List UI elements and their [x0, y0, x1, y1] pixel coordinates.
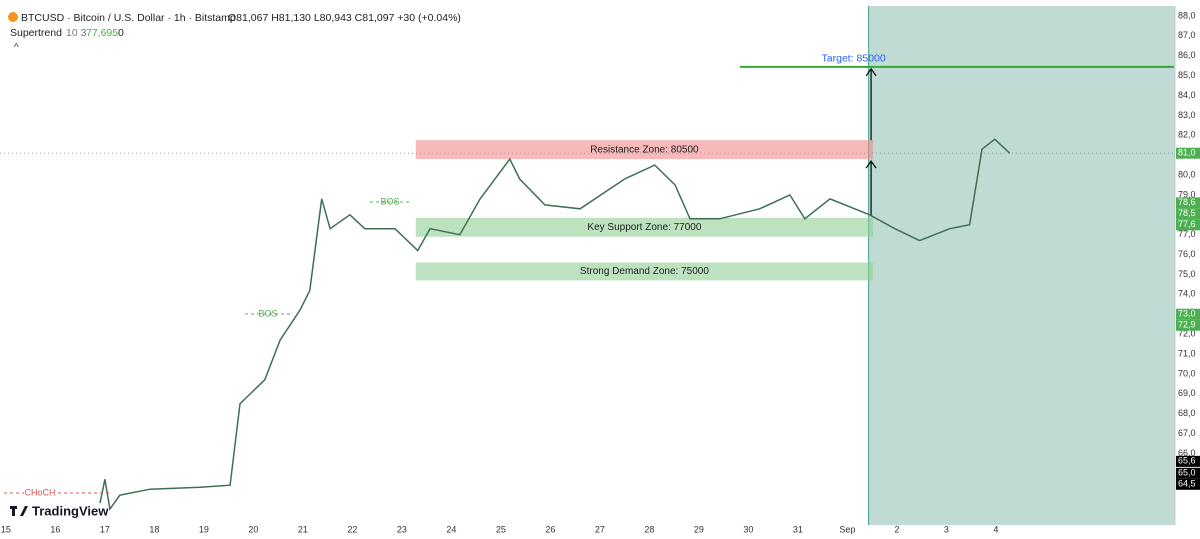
y-tick-label: 70,0 — [1178, 368, 1196, 378]
price-badge-label: 78,5 — [1178, 208, 1196, 218]
zone — [415, 262, 874, 281]
price-badge — [1176, 197, 1200, 209]
x-tick-label: 25 — [496, 524, 506, 534]
collapse-caret[interactable]: ^ — [14, 43, 19, 54]
zone — [415, 217, 874, 237]
indicator-extra: 0 — [118, 27, 124, 39]
price-badge — [1176, 319, 1200, 331]
x-tick-label: 24 — [446, 524, 456, 534]
y-tick-label: 74,0 — [1178, 289, 1196, 299]
projection-area — [868, 6, 1175, 525]
bos-label: BOS — [380, 196, 399, 206]
zone — [415, 140, 874, 160]
ohlc: O81,067 H81,130 L80,943 C81,097 +30 (+0.… — [228, 12, 461, 24]
x-tick-label: 29 — [694, 524, 704, 534]
price-badge — [1176, 478, 1200, 490]
arrow-head — [865, 160, 877, 169]
price-badge-label: 81,0 — [1178, 148, 1196, 158]
y-tick-label: 84,0 — [1178, 90, 1196, 100]
choch-label: CHoCH — [24, 487, 55, 497]
x-tick-label: 21 — [298, 524, 308, 534]
arrow-head — [865, 67, 877, 77]
price-badge-label: 72,9 — [1178, 320, 1196, 330]
x-tick-label: 27 — [595, 524, 605, 534]
indicator-name: Supertrend — [10, 27, 62, 39]
price-badge — [1176, 208, 1200, 220]
y-tick-label: 83,0 — [1178, 110, 1196, 120]
btc-icon — [8, 12, 18, 22]
x-tick-label: 20 — [248, 524, 258, 534]
y-tick-label: 72,0 — [1178, 328, 1196, 338]
x-tick-label: 22 — [347, 524, 357, 534]
x-tick-label: 2 — [894, 524, 899, 534]
price-badge-label: 65,0 — [1178, 468, 1196, 478]
price-badge-label: 65,6 — [1178, 456, 1196, 466]
price-badge — [1176, 147, 1200, 159]
y-tick-label: 82,0 — [1178, 130, 1196, 140]
choch-bg — [24, 487, 56, 499]
y-tick-label: 66,0 — [1178, 448, 1196, 458]
y-tick-label: 85,0 — [1178, 70, 1196, 80]
x-tick-label: Sep — [839, 524, 855, 534]
x-tick-label: 18 — [149, 524, 159, 534]
y-tick-label: 71,0 — [1178, 348, 1196, 358]
price-badge-label: 77,6 — [1178, 219, 1196, 229]
y-tick-label: 80,0 — [1178, 169, 1196, 179]
x-tick-label: 4 — [993, 524, 998, 534]
y-tick-label: 88,0 — [1178, 10, 1196, 20]
zone-label: Resistance Zone: 80500 — [590, 144, 699, 155]
price-badge — [1176, 308, 1200, 320]
y-tick-label: 69,0 — [1178, 388, 1196, 398]
y-tick-label: 68,0 — [1178, 408, 1196, 418]
x-tick-label: 17 — [100, 524, 110, 534]
indicator-params: 10 3 — [66, 27, 87, 39]
price-badge-label: 64,5 — [1178, 479, 1196, 489]
target-label: Target: 85000 — [822, 53, 886, 65]
price-line — [99, 138, 1011, 512]
bos-label: BOS — [258, 308, 277, 318]
y-tick-label: 75,0 — [1178, 269, 1196, 279]
y-tick-label: 77,0 — [1178, 229, 1196, 239]
y-tick-label: 67,0 — [1178, 428, 1196, 438]
price-badge-label: 73,0 — [1178, 309, 1196, 319]
logo-mark — [12, 506, 15, 516]
price-badge-label: 78,6 — [1178, 197, 1196, 207]
zone-label: Key Support Zone: 77000 — [587, 222, 701, 233]
x-tick-label: 15 — [1, 524, 11, 534]
x-tick-label: 16 — [50, 524, 60, 534]
price-badge — [1176, 219, 1200, 231]
price-badge — [1176, 467, 1200, 479]
x-tick-label: 23 — [397, 524, 407, 534]
price-badge — [1176, 455, 1200, 467]
indicator-value: 77,695 — [86, 27, 118, 39]
symbol: BTCUSD · Bitcoin / U.S. Dollar · 1h · Bi… — [21, 12, 236, 24]
y-tick-label: 87,0 — [1178, 30, 1196, 40]
x-tick-label: 19 — [199, 524, 209, 534]
x-tick-label: 31 — [793, 524, 803, 534]
x-tick-label: 3 — [944, 524, 949, 534]
y-tick-label: 86,0 — [1178, 50, 1196, 60]
x-tick-label: 26 — [545, 524, 555, 534]
y-tick-label: 79,0 — [1178, 189, 1196, 199]
y-tick-label: 76,0 — [1178, 249, 1196, 259]
branding: TradingView — [32, 503, 109, 518]
zone-label: Strong Demand Zone: 75000 — [580, 266, 709, 277]
x-tick-label: 28 — [644, 524, 654, 534]
logo-mark — [20, 506, 28, 516]
x-tick-label: 30 — [743, 524, 753, 534]
